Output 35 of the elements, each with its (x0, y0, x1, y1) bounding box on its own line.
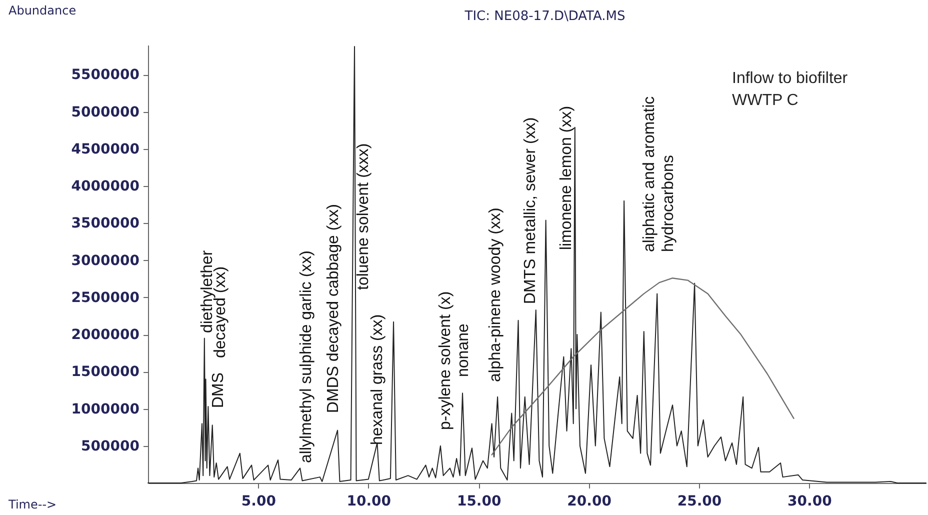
line-series (148, 46, 926, 484)
annotation: allylmethyl sulphide garlic (xx) (298, 250, 315, 463)
annotation: hydrocarbons (660, 155, 677, 252)
x-tick-label: 5.00 (241, 494, 276, 510)
x-axis-title: Time--> (8, 498, 57, 512)
x-tick-label: 30.00 (788, 494, 832, 510)
y-tick-label: 4500000 (71, 141, 140, 158)
y-tick-label: 3000000 (71, 252, 140, 269)
annotation: alpha-pinene woody (xx) (487, 208, 504, 382)
annotation: DMS (210, 372, 227, 408)
x-tick-label: 10.00 (346, 494, 392, 510)
annotation: p-xylene solvent (x) (437, 291, 454, 430)
annotation: diethylether (199, 250, 216, 333)
y-tick-label: 2000000 (71, 327, 140, 344)
annotation: limonene lemon (xx) (558, 106, 575, 250)
y-tick-label: 5000000 (71, 104, 140, 120)
y-tick-label: 4000000 (71, 178, 140, 195)
annotation: DMDS decayed cabbage (xx) (325, 204, 342, 413)
chart-title: TIC: NE08-17.D\DATA.MS (464, 9, 626, 24)
annotation: nonane (455, 324, 472, 377)
y-tick-label: 2500000 (71, 290, 140, 306)
y-tick-label: 1500000 (71, 364, 140, 380)
annotation: hexanal grass (xx) (369, 314, 386, 445)
x-tick-label: 15.00 (456, 494, 502, 510)
y-axis-title: Abundance (8, 4, 76, 18)
x-tick-label: 20.00 (567, 494, 612, 510)
annotation: toluene solvent (xxx) (355, 143, 372, 290)
y-tick-label: 1000000 (71, 401, 140, 418)
y-tick-label: 3500000 (71, 216, 140, 232)
y-tick-label: 500000 (81, 438, 140, 454)
x-tick-label: 25.00 (677, 494, 722, 510)
annotation: Inflow to biofilter WWTP C (732, 70, 848, 109)
annotation: aliphatic and aromatic (641, 96, 658, 252)
y-tick-label: 5500000 (71, 67, 140, 84)
annotation: DMTS metallic, sewer (xx) (522, 117, 539, 304)
